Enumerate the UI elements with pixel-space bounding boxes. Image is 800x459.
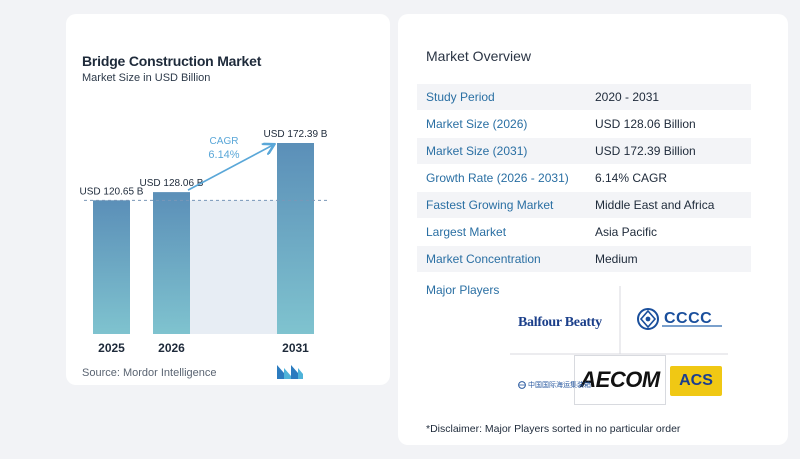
cccc-logo-text: CCCC (664, 310, 713, 327)
table-row: Market Size (2026) USD 128.06 Billion (417, 111, 751, 138)
table-row: Fastest Growing Market Middle East and A… (417, 192, 751, 219)
bar-2026 (153, 192, 190, 334)
table-row: Largest Market Asia Pacific (417, 219, 751, 246)
chart-source: Source: Mordor Intelligence (82, 367, 217, 379)
data-label-2026: USD 128.06 B (140, 178, 204, 189)
cagr-arrow (187, 145, 273, 191)
cimc-logo-text: 中国国际海运集装箱 (528, 382, 591, 389)
disclaimer: *Disclaimer: Major Players sorted in no … (426, 423, 681, 435)
overview-title: Market Overview (426, 48, 532, 64)
cccc-logo: CCCC (636, 304, 722, 334)
table-row: Market Concentration Medium (417, 246, 751, 273)
x-tick-label-2026: 2026 (158, 341, 185, 355)
cagr-label: CAGR (210, 136, 239, 147)
major-players-title: Major Players (426, 283, 500, 297)
cimc-globe-icon (518, 381, 526, 389)
balfour-beatty-logo: Balfour Beatty (518, 315, 602, 330)
row-key: Market Concentration (417, 246, 585, 272)
row-key: Growth Rate (2026 - 2031) (417, 165, 585, 191)
table-row: Market Size (2031) USD 172.39 Billion (417, 138, 751, 165)
data-label-2025: USD 120.65 B (80, 186, 144, 197)
row-key: Fastest Growing Market (417, 192, 585, 218)
x-tick-label-2031: 2031 (282, 341, 309, 355)
bar-2031 (277, 143, 314, 334)
chart-card: Bridge Construction Market Market Size i… (66, 14, 390, 385)
row-value: Asia Pacific (585, 219, 751, 245)
bar-2025 (93, 200, 130, 334)
aecom-logo-frame (574, 355, 666, 405)
aecom-logo: AECOM (580, 367, 660, 392)
table-row: Study Period 2020 - 2031 (417, 84, 751, 111)
cagr-value: 6.14% (208, 149, 239, 161)
chart-title: Bridge Construction Market (82, 53, 262, 69)
row-value: USD 128.06 Billion (585, 111, 751, 137)
row-value: Medium (585, 246, 751, 272)
row-value: Middle East and Africa (585, 192, 751, 218)
row-key: Largest Market (417, 219, 585, 245)
row-key: Market Size (2026) (417, 111, 585, 137)
table-row: Growth Rate (2026 - 2031) 6.14% CAGR (417, 165, 751, 192)
chart-subtitle: Market Size in USD Billion (82, 72, 211, 84)
x-tick-label-2025: 2025 (98, 341, 125, 355)
cccc-emblem-icon (637, 308, 659, 330)
row-key: Study Period (417, 84, 585, 110)
row-value: 2020 - 2031 (585, 84, 751, 110)
cccc-logo-underline (662, 325, 722, 327)
overview-card: Market Overview Study Period 2020 - 2031… (398, 14, 788, 445)
row-key: Market Size (2031) (417, 138, 585, 164)
players-grid-lines (510, 286, 728, 355)
row-value: 6.14% CAGR (585, 165, 751, 191)
acs-logo-text: ACS (679, 372, 713, 389)
row-value: USD 172.39 Billion (585, 138, 751, 164)
acs-logo: ACS (670, 366, 722, 396)
mordor-intelligence-logo-icon (277, 365, 303, 379)
growth-shade-region (190, 200, 277, 334)
cimc-logo: 中国国际海运集装箱 (518, 380, 591, 390)
data-label-2031: USD 172.39 B (264, 129, 328, 140)
overview-table: Study Period 2020 - 2031 Market Size (20… (417, 84, 751, 273)
